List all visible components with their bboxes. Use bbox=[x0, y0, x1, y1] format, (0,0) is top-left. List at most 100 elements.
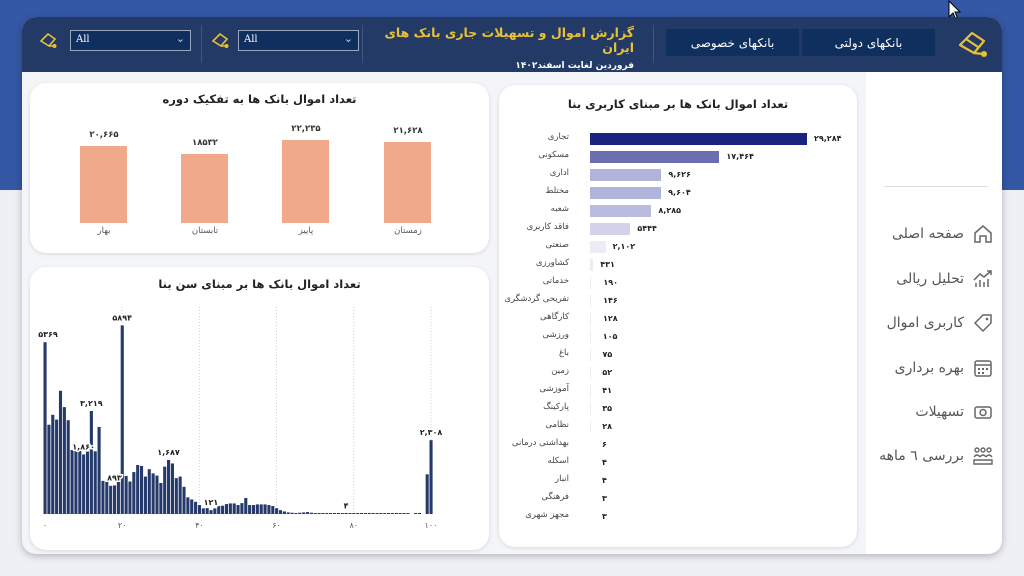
bar-row[interactable]: صنعتی ۲,۱۰۲ bbox=[499, 239, 839, 255]
bar-row[interactable]: شعبه ۸,۲۸۵ bbox=[499, 203, 839, 219]
histogram-bar[interactable] bbox=[58, 390, 63, 514]
bar[interactable] bbox=[384, 142, 431, 223]
histogram-bar[interactable] bbox=[298, 512, 302, 514]
histogram-bar[interactable] bbox=[375, 513, 379, 514]
bar-row[interactable]: آموزشی ۴۱ bbox=[499, 383, 839, 399]
filter-dropdown-1[interactable]: All ⌄ bbox=[70, 30, 191, 51]
histogram-bar[interactable] bbox=[336, 513, 340, 514]
histogram-bar[interactable] bbox=[394, 513, 398, 514]
histogram-bar[interactable] bbox=[383, 513, 387, 514]
histogram-bar[interactable] bbox=[140, 466, 144, 514]
histogram-bar[interactable] bbox=[236, 505, 240, 514]
histogram-bar[interactable] bbox=[286, 512, 290, 514]
histogram-bar[interactable] bbox=[66, 420, 70, 514]
histogram-bar[interactable] bbox=[344, 513, 348, 514]
bar-row[interactable]: کشاورزی ۴۳۱ bbox=[499, 257, 839, 273]
filter-dropdown-2[interactable]: All ⌄ bbox=[238, 30, 359, 51]
histogram-bar[interactable] bbox=[155, 475, 159, 514]
tab-private-banks[interactable]: بانکهای خصوصی bbox=[666, 29, 799, 56]
histogram-bar[interactable] bbox=[417, 513, 422, 514]
histogram-bar[interactable] bbox=[267, 505, 271, 514]
histogram-bar[interactable] bbox=[379, 513, 383, 514]
histogram-bar[interactable] bbox=[109, 485, 113, 514]
histogram-bar[interactable] bbox=[205, 508, 209, 514]
histogram-bar[interactable] bbox=[390, 513, 394, 514]
sidebar-item-asset-usage[interactable]: کاربری اموال bbox=[866, 310, 1002, 336]
histogram-bar[interactable] bbox=[74, 450, 78, 514]
histogram-bar[interactable] bbox=[163, 466, 167, 514]
histogram-bar[interactable] bbox=[352, 513, 356, 514]
bar[interactable] bbox=[590, 205, 652, 217]
histogram-bar[interactable] bbox=[120, 325, 124, 514]
histogram-bar[interactable] bbox=[224, 504, 229, 514]
bar-row[interactable]: باغ ۷۵ bbox=[499, 347, 839, 363]
histogram-bar[interactable] bbox=[313, 513, 317, 514]
bar[interactable] bbox=[590, 169, 662, 181]
bar[interactable] bbox=[590, 331, 591, 343]
histogram-bar[interactable] bbox=[217, 506, 221, 514]
histogram-bar[interactable] bbox=[356, 513, 360, 514]
sidebar-item-facilities[interactable]: تسهیلات bbox=[866, 399, 1002, 425]
histogram-bar[interactable] bbox=[47, 424, 51, 514]
histogram-bar[interactable] bbox=[213, 508, 217, 514]
bar[interactable] bbox=[590, 133, 807, 145]
bar[interactable] bbox=[590, 259, 594, 271]
bar[interactable] bbox=[590, 349, 591, 361]
histogram-bar[interactable] bbox=[244, 498, 248, 514]
histogram-bar[interactable] bbox=[97, 426, 101, 514]
bar[interactable] bbox=[282, 140, 329, 223]
histogram-bar[interactable] bbox=[302, 512, 306, 514]
bar[interactable] bbox=[590, 241, 606, 253]
bar-row[interactable]: مجهز شهری ۳ bbox=[499, 509, 839, 525]
histogram-bar[interactable] bbox=[240, 503, 244, 514]
histogram-bar[interactable] bbox=[360, 513, 364, 514]
tab-state-banks[interactable]: بانکهای دولتی bbox=[802, 29, 935, 56]
bar[interactable] bbox=[80, 145, 127, 223]
histogram-bar[interactable] bbox=[197, 505, 201, 514]
histogram-bar[interactable] bbox=[132, 472, 136, 514]
histogram-bar[interactable] bbox=[51, 414, 55, 514]
histogram-bar[interactable] bbox=[147, 469, 151, 514]
histogram-bar[interactable] bbox=[259, 504, 263, 514]
histogram-bar[interactable] bbox=[275, 508, 279, 514]
histogram-bar[interactable] bbox=[167, 460, 171, 514]
histogram-bar[interactable] bbox=[321, 513, 325, 514]
histogram-bar[interactable] bbox=[398, 513, 402, 514]
bar[interactable] bbox=[590, 277, 592, 289]
histogram-bar[interactable] bbox=[251, 505, 256, 514]
histogram-bar[interactable] bbox=[116, 480, 120, 514]
sidebar-item-home[interactable]: صفحه اصلی bbox=[866, 221, 1002, 247]
bar[interactable] bbox=[590, 187, 662, 199]
histogram-bar[interactable] bbox=[278, 510, 283, 514]
histogram-bar[interactable] bbox=[329, 513, 333, 514]
histogram-bar[interactable] bbox=[62, 407, 66, 514]
sidebar-item-six-month-review[interactable]: بررسی ٦ ماهه bbox=[866, 443, 1002, 469]
histogram-bar[interactable] bbox=[294, 513, 298, 514]
bar-row[interactable]: فاقد کاربری ۵۴۴۴ bbox=[499, 221, 839, 237]
bar-row[interactable]: مسکونی ۱۷,۴۶۴ bbox=[499, 149, 839, 165]
histogram-bar[interactable] bbox=[255, 504, 259, 514]
histogram-bar[interactable] bbox=[271, 506, 275, 514]
histogram-bar[interactable] bbox=[190, 499, 194, 514]
histogram-bar[interactable] bbox=[93, 451, 97, 514]
eraser-logo-icon[interactable] bbox=[956, 27, 990, 61]
histogram-bar[interactable] bbox=[429, 440, 433, 514]
clear-filter-icon[interactable] bbox=[211, 30, 231, 50]
histogram-bar[interactable] bbox=[305, 512, 310, 514]
histogram-bar[interactable] bbox=[348, 513, 352, 514]
histogram-bar[interactable] bbox=[143, 476, 147, 514]
bar-row[interactable]: نظامی ۲۸ bbox=[499, 419, 839, 435]
bar[interactable] bbox=[590, 295, 592, 307]
bar-row[interactable]: اسکله ۴ bbox=[499, 455, 839, 471]
histogram-bar[interactable] bbox=[78, 450, 82, 514]
histogram-bar[interactable] bbox=[425, 474, 429, 514]
histogram-bar[interactable] bbox=[282, 511, 286, 514]
histogram-bar[interactable] bbox=[232, 503, 236, 514]
histogram-bar[interactable] bbox=[174, 478, 178, 514]
histogram-bar[interactable] bbox=[201, 508, 205, 514]
bar-row[interactable]: تجاری ۲۹,۲۸۴ bbox=[499, 131, 841, 147]
bar[interactable] bbox=[590, 151, 720, 163]
bar-row[interactable]: کارگاهی ۱۲۸ bbox=[499, 311, 839, 327]
histogram-bar[interactable] bbox=[101, 480, 105, 514]
histogram-bar[interactable] bbox=[340, 513, 344, 514]
